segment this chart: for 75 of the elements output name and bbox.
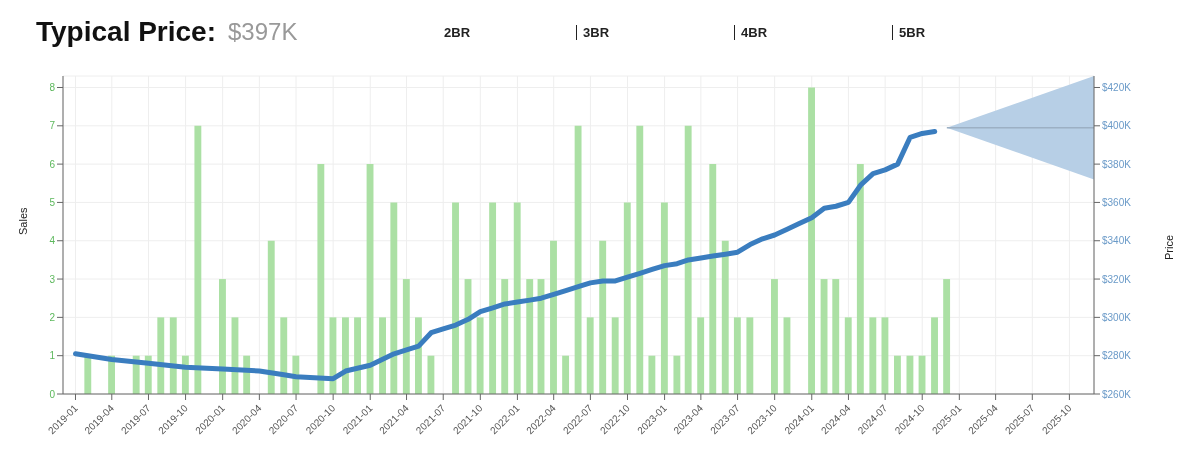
bar — [746, 317, 754, 394]
y2-tick-label: $320K — [1102, 273, 1132, 285]
bar — [476, 317, 484, 394]
y2-axis-title: Price — [1162, 235, 1175, 261]
bar — [623, 202, 631, 394]
bar — [893, 355, 901, 394]
bar — [660, 202, 668, 394]
y-axis-title: Sales — [16, 206, 29, 235]
text: 4BR — [734, 24, 893, 40]
bar — [906, 355, 914, 394]
bar — [673, 355, 681, 394]
bar — [489, 202, 497, 394]
y-tick-label: 0 — [49, 388, 56, 400]
bar — [267, 240, 275, 394]
chart-subtitle: $397K — [228, 18, 299, 46]
bar — [513, 202, 521, 394]
text: 5BR — [892, 24, 1051, 40]
bar — [586, 317, 594, 394]
bar — [194, 125, 202, 394]
y2-tick-label: $300K — [1102, 311, 1132, 323]
y2-tick-label: $360K — [1102, 196, 1132, 208]
bar — [452, 202, 459, 394]
bar — [427, 355, 435, 394]
bar — [501, 279, 509, 394]
y2-tick-label: $380K — [1102, 158, 1132, 170]
bar — [721, 240, 729, 394]
y2-tick-label: $400K — [1102, 120, 1132, 132]
bar — [574, 125, 582, 394]
bar — [844, 317, 852, 394]
y-tick-label: 1 — [49, 350, 56, 362]
bar — [219, 279, 226, 394]
bar — [648, 355, 656, 394]
bar — [869, 317, 877, 394]
bar — [390, 202, 398, 394]
bar — [379, 317, 386, 394]
y2-tick-label: $280K — [1102, 350, 1132, 362]
bar — [931, 317, 938, 394]
y-tick-label: 7 — [49, 120, 56, 132]
y-tick-label: 6 — [49, 158, 56, 170]
bar — [354, 317, 361, 394]
bar — [599, 240, 607, 394]
y2-tick-label: $420K — [1102, 82, 1132, 94]
bar — [771, 279, 778, 394]
bar — [733, 317, 741, 394]
bar — [317, 164, 325, 394]
y-tick-label: 8 — [49, 82, 56, 94]
bar — [636, 125, 644, 394]
y2-tick-label: $260K — [1102, 388, 1132, 400]
bar — [157, 317, 165, 394]
bar — [84, 355, 92, 394]
bar — [414, 317, 422, 394]
bar — [808, 87, 815, 394]
y-tick-label: 5 — [49, 196, 56, 208]
bar — [169, 317, 177, 394]
bar — [550, 240, 557, 394]
bar — [342, 317, 349, 394]
y-tick-label: 2 — [49, 311, 56, 323]
y-tick-label: 4 — [49, 235, 56, 247]
text: 2BR — [443, 24, 472, 40]
bar — [881, 317, 889, 394]
bar — [697, 317, 705, 394]
bar — [280, 317, 288, 394]
bar — [943, 279, 951, 394]
bar — [402, 279, 410, 394]
bar — [526, 279, 534, 394]
y2-tick-label: $340K — [1102, 235, 1132, 247]
chart-title: Typical Price: — [36, 16, 217, 48]
bar — [684, 125, 692, 394]
bar — [856, 164, 864, 394]
bar — [709, 164, 717, 394]
y-tick-label: 3 — [49, 273, 56, 285]
bar — [832, 279, 840, 394]
bar — [562, 355, 570, 394]
bar — [611, 317, 619, 394]
text: 3BR — [576, 24, 735, 40]
